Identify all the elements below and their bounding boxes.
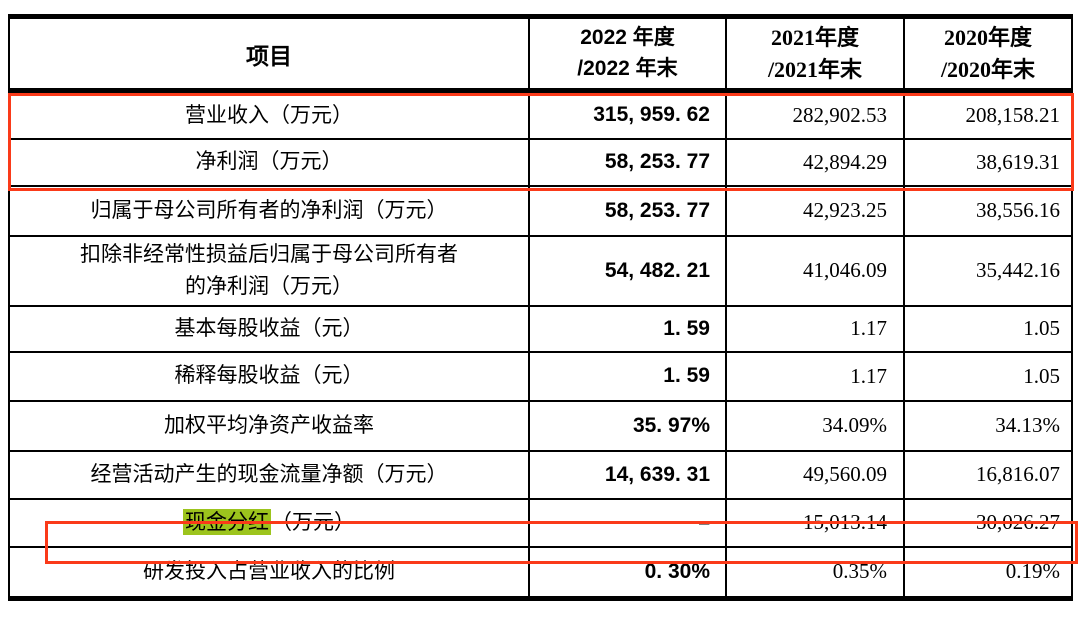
table-row-rd-expense-ratio: 研发投入占营业收入的比例 0. 30% 0.35% 0.19%: [8, 545, 1073, 600]
value-2021: 41,046.09: [725, 234, 905, 307]
value-2020: 0.19%: [903, 545, 1073, 600]
row-label: 稀释每股收益（元）: [8, 350, 530, 402]
table-row-weighted-avg-roe: 加权平均净资产收益率 35. 97% 34.09% 34.13%: [8, 399, 1073, 452]
value-2022: 35. 97%: [528, 399, 727, 452]
value-2020: 38,556.16: [903, 184, 1073, 237]
row-label: 研发投入占营业收入的比例: [8, 545, 530, 600]
value-2021: 42,894.29: [725, 137, 905, 187]
value-2020: 208,158.21: [903, 89, 1073, 140]
value-2022: 54, 482. 21: [528, 234, 727, 307]
row-label: 扣除非经常性损益后归属于母公司所有者 的净利润（万元）: [8, 234, 530, 307]
cash-dividend-highlight: 现金分红: [183, 508, 271, 535]
value-2020: 35,442.16: [903, 234, 1073, 307]
table-row-net-profit: 净利润（万元） 58, 253. 77 42,894.29 38,619.31: [8, 137, 1073, 187]
row-label: 经营活动产生的现金流量净额（万元）: [8, 449, 530, 500]
table-row-cash-dividend: 现金分红（万元） – 15,013.14 30,026.27: [8, 497, 1073, 548]
row-label: 加权平均净资产收益率: [8, 399, 530, 452]
table-row-operating-cash-flow: 经营活动产生的现金流量净额（万元） 14, 639. 31 49,560.09 …: [8, 449, 1073, 500]
cash-dividend-unit: （万元）: [271, 509, 355, 534]
value-2022: 14, 639. 31: [528, 449, 727, 500]
value-2021: 0.35%: [725, 545, 905, 600]
header-year-2021: 2021年度 /2021年末: [725, 15, 905, 93]
row-label: 基本每股收益（元）: [8, 304, 530, 353]
header-item: 项目: [8, 15, 530, 93]
value-2022: 315, 959. 62: [528, 89, 727, 140]
financial-table: 项目 2022 年度 /2022 年末 2021年度 /2021年末 2020年…: [8, 14, 1073, 601]
value-2021: 49,560.09: [725, 449, 905, 500]
value-2020: 1.05: [903, 350, 1073, 402]
value-2022: –: [528, 497, 727, 548]
row-label: 净利润（万元）: [8, 137, 530, 187]
row-label: 现金分红（万元）: [8, 497, 530, 548]
value-2020: 38,619.31: [903, 137, 1073, 187]
table-row-operating-revenue: 营业收入（万元） 315, 959. 62 282,902.53 208,158…: [8, 89, 1073, 140]
value-2020: 1.05: [903, 304, 1073, 353]
header-year-2022: 2022 年度 /2022 年末: [528, 15, 727, 93]
table-header-row: 项目 2022 年度 /2022 年末 2021年度 /2021年末 2020年…: [8, 15, 1073, 93]
value-2021: 42,923.25: [725, 184, 905, 237]
value-2020: 30,026.27: [903, 497, 1073, 548]
value-2021: 15,013.14: [725, 497, 905, 548]
value-2022: 1. 59: [528, 350, 727, 402]
value-2020: 16,816.07: [903, 449, 1073, 500]
value-2022: 58, 253. 77: [528, 184, 727, 237]
value-2022: 1. 59: [528, 304, 727, 353]
value-2022: 58, 253. 77: [528, 137, 727, 187]
value-2021: 34.09%: [725, 399, 905, 452]
value-2022: 0. 30%: [528, 545, 727, 600]
value-2021: 282,902.53: [725, 89, 905, 140]
row-label: 营业收入（万元）: [8, 89, 530, 140]
table-row-net-profit-excl-nonrecurring: 扣除非经常性损益后归属于母公司所有者 的净利润（万元） 54, 482. 21 …: [8, 234, 1073, 307]
value-2021: 1.17: [725, 350, 905, 402]
table-row-diluted-eps: 稀释每股收益（元） 1. 59 1.17 1.05: [8, 350, 1073, 402]
table-row-net-profit-parent: 归属于母公司所有者的净利润（万元） 58, 253. 77 42,923.25 …: [8, 184, 1073, 237]
value-2020: 34.13%: [903, 399, 1073, 452]
row-label: 归属于母公司所有者的净利润（万元）: [8, 184, 530, 237]
table-row-basic-eps: 基本每股收益（元） 1. 59 1.17 1.05: [8, 304, 1073, 353]
value-2021: 1.17: [725, 304, 905, 353]
header-year-2020: 2020年度 /2020年末: [903, 15, 1073, 93]
